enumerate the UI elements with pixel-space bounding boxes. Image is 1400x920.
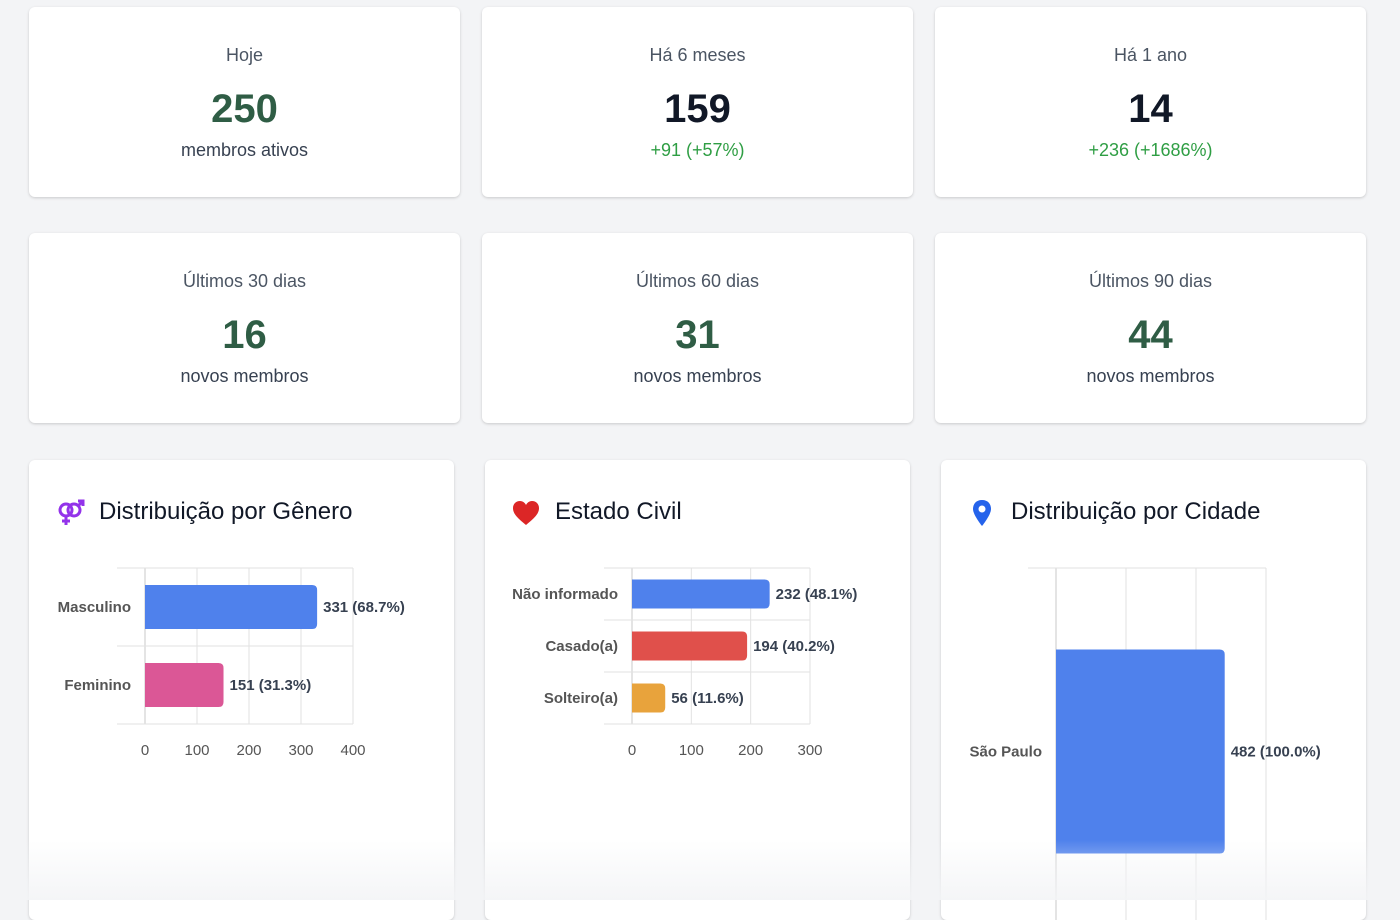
map-pin-icon (973, 500, 991, 526)
category-label: Não informado (512, 586, 618, 603)
stat-card: Últimos 90 dias 44 novos membros (935, 233, 1366, 423)
data-label: 331 (68.7%) (323, 599, 405, 616)
stat-card: Hoje 250 membros ativos (29, 7, 460, 197)
stat-subtext: novos membros (633, 366, 762, 386)
chart-title: Distribuição por Gênero (99, 498, 353, 525)
bar (632, 579, 770, 609)
category-label: Casado(a) (545, 638, 618, 655)
chart-title: Estado Civil (555, 498, 682, 525)
stat-value: 44 (1128, 313, 1173, 357)
x-tick-label: 300 (288, 742, 313, 759)
stat-card: Últimos 60 dias 31 novos membros (482, 233, 913, 423)
data-label: 482 (100.0%) (1231, 744, 1321, 761)
x-tick-label: 400 (340, 742, 365, 759)
category-label: Feminino (64, 677, 131, 694)
bar (632, 631, 748, 661)
stat-value: 250 (211, 87, 278, 131)
stat-label: Há 6 meses (649, 45, 746, 65)
stat-value: 159 (664, 87, 731, 131)
stat-value: 14 (1128, 87, 1173, 131)
x-tick-label: 200 (236, 742, 261, 759)
chart-card: Estado Civil Não informado 232 (48.1%) Casa… (485, 460, 910, 920)
bar-chart: Masculino 331 (68.7%) Feminino 151 (31.3%) 0… (58, 567, 405, 759)
stat-label: Últimos 90 dias (1088, 271, 1213, 291)
bar-chart: São Paulo 482 (100.0%) (969, 567, 1321, 920)
x-tick-label: 100 (679, 742, 704, 759)
data-label: 194 (40.2%) (753, 638, 835, 655)
x-tick-label: 0 (628, 742, 636, 759)
stat-value: 16 (222, 313, 267, 357)
data-label: 232 (48.1%) (776, 586, 858, 603)
stat-subtext: novos membros (180, 366, 309, 386)
stat-card: Há 1 ano 14 +236 (+1686%) (935, 7, 1366, 197)
x-tick-label: 0 (141, 742, 149, 759)
bar (145, 585, 318, 629)
stat-subtext: novos membros (1086, 366, 1215, 386)
category-label: Solteiro(a) (544, 690, 618, 707)
stat-card: Há 6 meses 159 +91 (+57%) (482, 7, 913, 197)
stat-subtext: +91 (+57%) (650, 140, 745, 160)
stat-subtext: +236 (+1686%) (1088, 140, 1213, 160)
x-tick-label: 200 (738, 742, 763, 759)
chart-card: Distribuição por Cidade São Paulo 482 (100… (941, 460, 1366, 920)
chart-card: Distribuição por Gênero Masculino 331 (68.… (29, 460, 454, 920)
bar (145, 663, 224, 707)
heart-icon (513, 501, 539, 525)
x-tick-label: 300 (797, 742, 822, 759)
chart-title: Distribuição por Cidade (1011, 498, 1261, 525)
bar-chart: Não informado 232 (48.1%) Casado(a) 194 (40… (512, 567, 858, 759)
category-label: São Paulo (969, 744, 1042, 761)
data-label: 56 (11.6%) (671, 690, 744, 707)
x-tick-label: 100 (184, 742, 209, 759)
category-label: Masculino (58, 599, 131, 616)
stat-subtext: membros ativos (180, 140, 309, 160)
bar (1056, 649, 1225, 854)
data-label: 151 (31.3%) (230, 677, 312, 694)
stat-label: Últimos 60 dias (635, 271, 760, 291)
stat-label: Últimos 30 dias (182, 271, 307, 291)
bar (632, 683, 666, 713)
stat-card: Últimos 30 dias 16 novos membros (29, 233, 460, 423)
stat-label: Há 1 ano (1113, 45, 1188, 65)
stat-label: Hoje (225, 45, 264, 65)
stat-value: 31 (675, 313, 720, 357)
gender-icon (58, 499, 85, 525)
